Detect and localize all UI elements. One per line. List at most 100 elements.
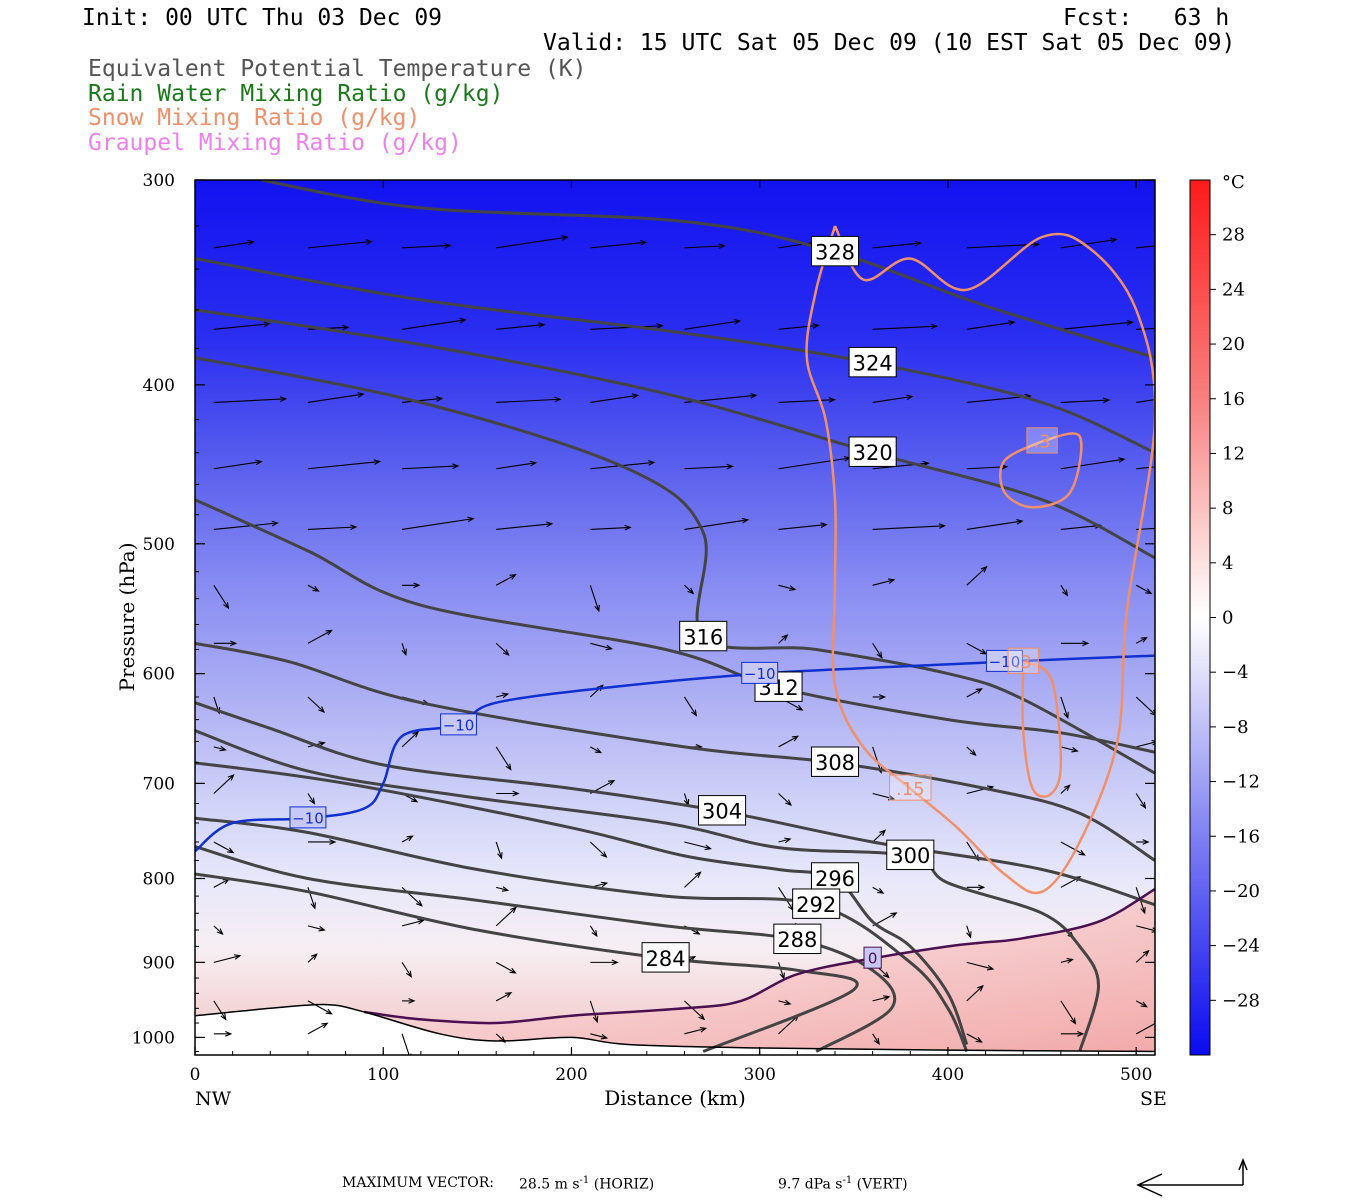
temperature-fill (195, 180, 1155, 1055)
horiz-exponent: -1 (579, 1175, 590, 1186)
wind-vector-head (1178, 462, 1184, 467)
x-axis: 0 100 200 300 400 500 (190, 180, 1152, 1085)
wind-vector (495, 992, 512, 1002)
colorbar-tick-label: −12 (1222, 772, 1260, 793)
wind-vector-head (594, 747, 603, 754)
wind-vector-head (502, 649, 510, 656)
wind-vector (401, 835, 413, 843)
temp-contour-label-box (863, 946, 882, 969)
wind-vector (213, 878, 230, 888)
colorbar-tick-label: 4 (1222, 553, 1233, 574)
wind-vector (589, 1000, 598, 1022)
wind-vector (966, 985, 984, 1002)
wind-vector (590, 746, 602, 754)
wind-vector-head (223, 601, 230, 610)
wind-vector-head (877, 888, 885, 894)
wind-vector-head (879, 829, 887, 837)
wind-vector (1136, 245, 1155, 249)
wind-vector-head (310, 953, 318, 960)
wind-vector-head (1142, 839, 1150, 845)
theta-e-contour-316 (195, 356, 1155, 775)
wind-vector (778, 838, 791, 843)
wind-vector (966, 642, 987, 655)
max-vector-vert: 9.7 dPa s-1 (VERT) (778, 1175, 908, 1193)
wind-vector (872, 1033, 880, 1045)
wind-vector-head (781, 634, 789, 641)
theta-e-label-box (810, 235, 860, 267)
wind-vector-head (1078, 849, 1086, 856)
y-tick-label: 600 (143, 665, 175, 685)
wind-vector-head (784, 999, 792, 1006)
wind-vector-head (417, 918, 425, 925)
wind-vector (966, 321, 1015, 330)
wind-vector-head (325, 629, 333, 636)
legend-theta-e: Equivalent Potential Temperature (K) (88, 56, 587, 82)
wind-vector (1060, 238, 1117, 249)
theta-e-label-box (848, 436, 897, 467)
wind-vector-head (1145, 588, 1153, 595)
vert-exponent: -1 (842, 1175, 853, 1186)
theta-e-label: 316 (683, 625, 723, 649)
wind-vector-head (1142, 949, 1150, 957)
wind-vectors (213, 235, 1184, 1055)
theta-e-contour-320 (195, 308, 1155, 560)
wind-vector (213, 955, 241, 963)
wind-vector-head (1032, 241, 1041, 248)
wind-vector (213, 1000, 227, 1020)
wind-vector (496, 398, 561, 404)
wind-vector-head (321, 1022, 329, 1029)
wind-vector-head (219, 745, 227, 752)
wind-vector (590, 1033, 607, 1039)
wind-vector (496, 236, 568, 249)
wind-vector-head (1082, 640, 1090, 647)
contour-labels: 328324320316312308304300296292288284−10−… (289, 235, 1058, 973)
theta-e-label: 328 (815, 241, 855, 265)
wind-vector-head (828, 397, 836, 403)
theta-e-label: 296 (815, 867, 855, 891)
wind-vector (307, 629, 332, 644)
wind-vector (1060, 399, 1109, 404)
wind-vector-head (1110, 237, 1118, 244)
wind-vector-head (509, 574, 517, 580)
wind-vector-head (791, 735, 800, 742)
wind-vector-head (873, 1037, 880, 1046)
wind-vector-head (887, 578, 896, 584)
wind-vector-head (1016, 519, 1024, 525)
wind-vector (1136, 327, 1155, 330)
theta-e-label: 288 (777, 928, 817, 952)
snow-contour-label: .15 (896, 779, 925, 800)
temp-contour-label: −10 (989, 653, 1021, 671)
wind-vector (590, 642, 612, 650)
wind-vector (683, 793, 689, 806)
horiz-value: 28.5 m s (519, 1176, 580, 1193)
wind-vector-head (1126, 319, 1134, 326)
wind-vector-head (694, 871, 702, 879)
temp-contour-label: −10 (744, 665, 776, 683)
wind-vector (1060, 958, 1073, 963)
horiz-unit: (HORIZ) (593, 1176, 655, 1193)
wind-vector-head (1118, 457, 1126, 463)
colorbar-tick-label: 16 (1222, 389, 1245, 410)
wind-vector (590, 241, 647, 249)
wind-vector-head (648, 460, 656, 466)
theta-e-contour-324 (195, 257, 1155, 455)
wind-vector-head (1008, 320, 1016, 326)
wind-vector (778, 524, 827, 530)
y-tick-label: 400 (143, 376, 175, 396)
wind-vector-head (279, 396, 288, 402)
wind-vector-head (1102, 397, 1111, 404)
wind-vector (1060, 584, 1068, 596)
wind-vector (1060, 1000, 1076, 1024)
wind-vector-head (350, 524, 358, 531)
wind-vector (872, 996, 890, 1002)
wind-vector-head (890, 912, 898, 918)
wind-vector-head (538, 322, 546, 328)
wind-vector (966, 961, 994, 970)
legend-snow: Snow Mixing Ratio (g/kg) (88, 105, 421, 131)
wind-vector-head (938, 523, 946, 529)
wind-vector-head (413, 582, 421, 589)
colorbar-tick-label: −16 (1222, 826, 1260, 847)
wind-vector (1060, 696, 1069, 719)
wind-vector (684, 1027, 706, 1035)
wind-vector (778, 1000, 791, 1005)
